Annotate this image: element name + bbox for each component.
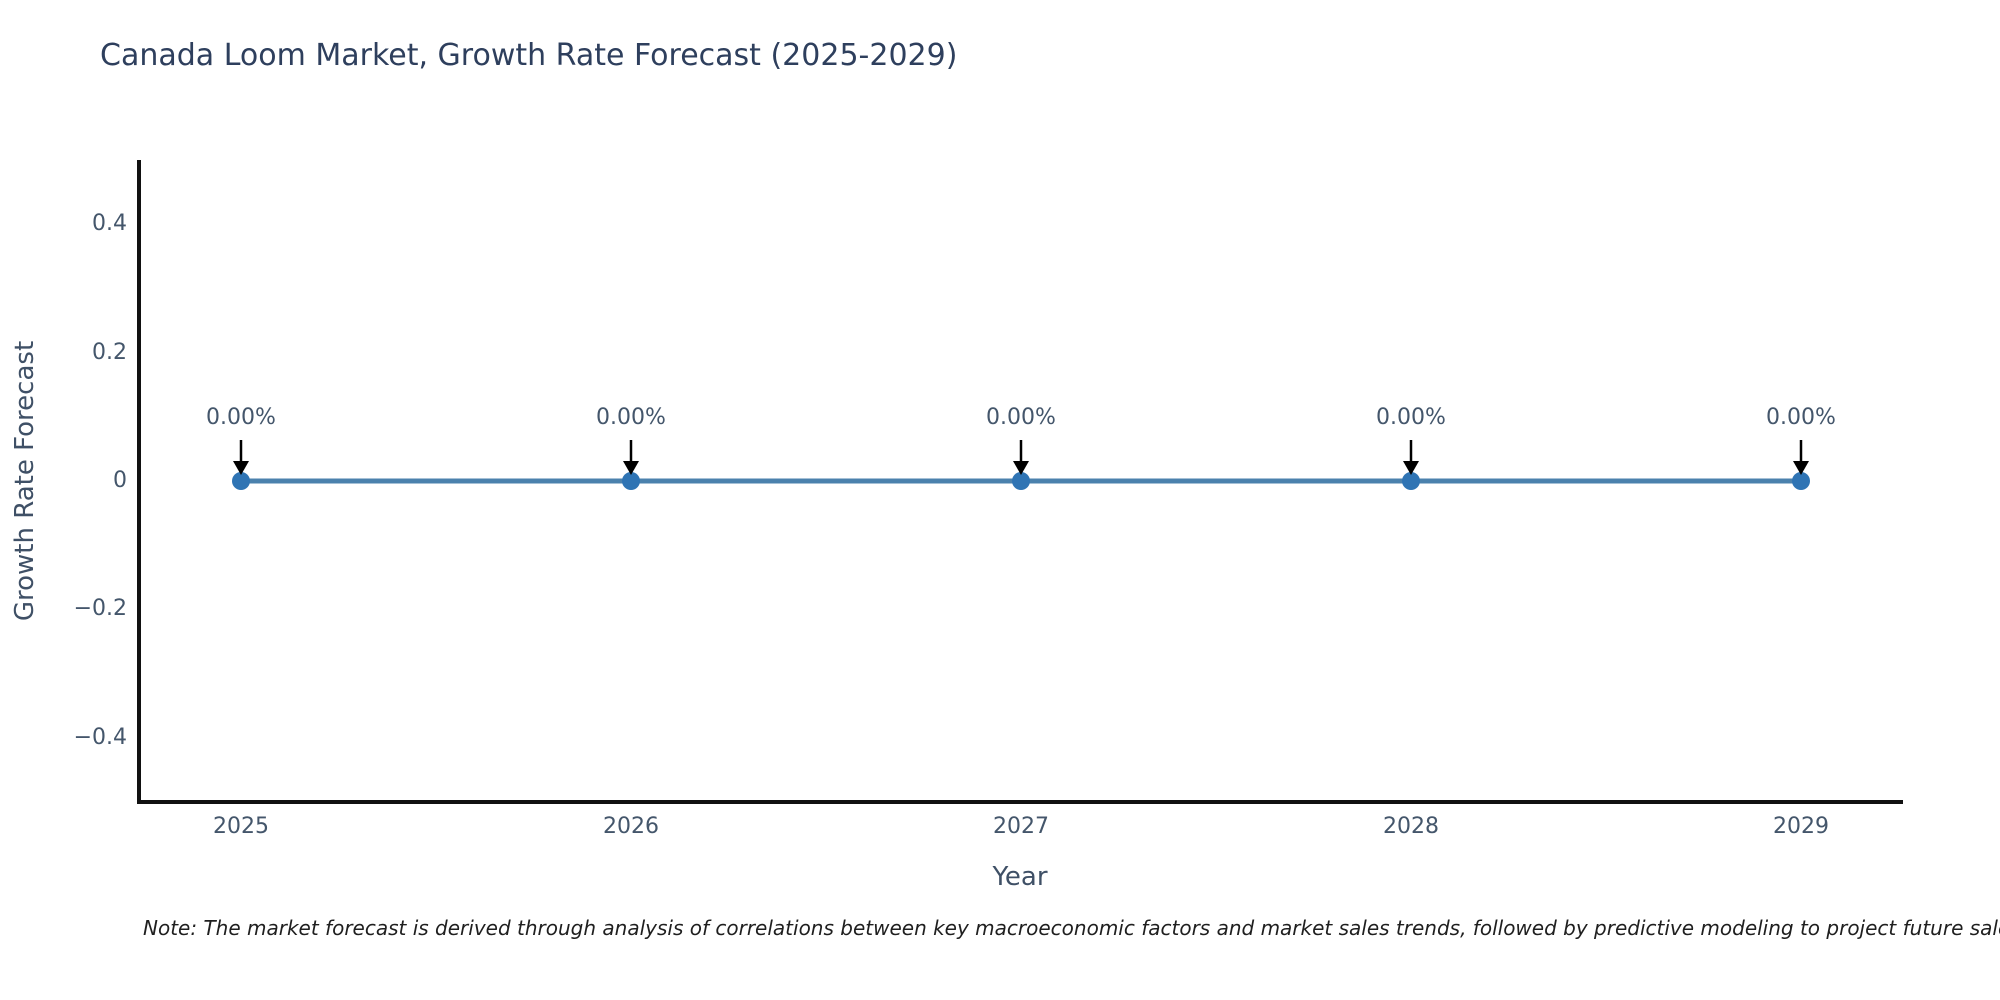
annotation-arrow-head (623, 461, 639, 475)
x-axis-title: Year (992, 862, 1048, 892)
data-point-marker (1402, 472, 1420, 490)
x-tick-label: 2027 (993, 814, 1049, 839)
data-point-marker (232, 472, 250, 490)
x-axis-line (137, 800, 1903, 804)
annotation-arrow-head (1013, 461, 1029, 475)
chart-title: Canada Loom Market, Growth Rate Forecast… (100, 38, 958, 73)
annotation-arrow-head (1793, 461, 1809, 475)
y-tick-label: −0.2 (73, 596, 127, 622)
y-tick-label: −0.4 (73, 724, 127, 750)
y-tick-label: 0.2 (92, 339, 127, 365)
point-annotation: 0.00% (596, 405, 666, 430)
y-axis-line (137, 160, 141, 804)
point-annotation: 0.00% (986, 405, 1056, 430)
x-tick-label: 2026 (603, 814, 659, 839)
y-tick-label: 0.4 (92, 211, 127, 237)
point-annotation: 0.00% (206, 405, 276, 430)
point-annotation: 0.00% (1766, 405, 1836, 430)
annotation-arrow-head (233, 461, 249, 475)
data-point-marker (622, 472, 640, 490)
y-tick-label: 0 (113, 468, 127, 493)
point-annotation: 0.00% (1376, 405, 1446, 430)
x-tick-label: 2025 (213, 814, 269, 839)
data-point-marker (1012, 472, 1030, 490)
y-axis-title: Growth Rate Forecast (10, 340, 40, 622)
x-tick-label: 2029 (1773, 814, 1829, 839)
data-point-marker (1792, 472, 1810, 490)
x-tick-label: 2028 (1383, 814, 1439, 839)
footnote: Note: The market forecast is derived thr… (143, 916, 2000, 940)
annotation-arrow-head (1403, 461, 1419, 475)
